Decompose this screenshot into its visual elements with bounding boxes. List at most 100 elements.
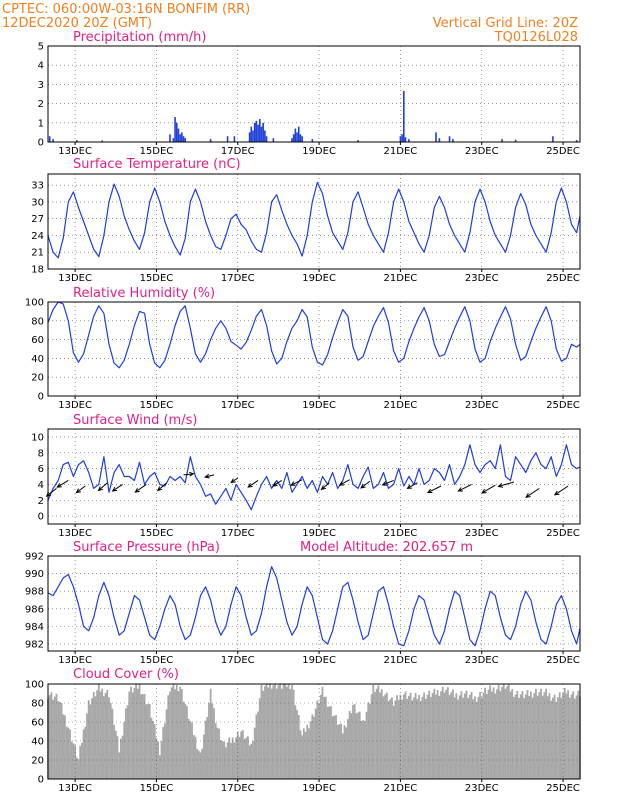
cloud-cover-bar xyxy=(191,722,193,779)
cloud-cover-bar xyxy=(357,712,359,779)
cloud-cover-bar xyxy=(86,713,88,779)
cloud-cover-bar xyxy=(355,713,358,779)
cloud-cover-bar xyxy=(221,741,224,779)
precipitation-bar xyxy=(357,140,359,142)
cloud-cover-bar xyxy=(501,686,503,779)
cloud-cover-bar xyxy=(116,736,119,779)
precipitation-bar xyxy=(255,120,258,142)
wind-arrow xyxy=(381,479,394,486)
cloud-cover-bar xyxy=(182,701,185,779)
wind-arrow xyxy=(204,473,215,479)
pressure-y-tick-label: 992 xyxy=(25,552,44,563)
wind-line-layer xyxy=(47,444,581,511)
cloud-cover-bar xyxy=(250,743,253,779)
cloud-cover-y-tick-label: 20 xyxy=(31,756,44,767)
cloud-cover-bar xyxy=(518,697,520,779)
cloud-cover-bar xyxy=(64,715,66,779)
cloud-cover-bar xyxy=(143,693,146,779)
cloud-cover-bar xyxy=(184,703,187,779)
humidity-frame xyxy=(47,301,581,397)
cloud-cover-bar xyxy=(150,717,153,779)
wind-arrow xyxy=(97,482,108,492)
cloud-cover-bar xyxy=(284,684,287,779)
cloud-cover-bar xyxy=(436,690,439,779)
precipitation-x-tick-label: 23DEC xyxy=(465,146,499,157)
cloud-cover-bar xyxy=(311,714,314,779)
cloud-cover-bar xyxy=(362,720,365,779)
cloud-cover-bar xyxy=(379,692,381,779)
pressure-x-tick-label: 23DEC xyxy=(465,655,499,666)
cloud-cover-bar xyxy=(123,722,126,779)
precipitation-bar xyxy=(311,139,314,142)
precipitation-panel: Precipitation (mm/h) 0 1 2 3 4 5 13DEC 15DEC 17… xyxy=(38,30,581,157)
cloud-cover-bar xyxy=(418,694,420,779)
cloud-cover-bar xyxy=(511,689,514,779)
temperature-y-tick-label: 24 xyxy=(31,231,44,242)
cloud-cover-bar xyxy=(128,691,131,779)
precipitation-y-tick-label: 4 xyxy=(38,61,44,72)
cloud-cover-bar xyxy=(531,697,534,779)
cloud-cover-y-tick-label: 0 xyxy=(38,775,44,786)
cloud-cover-bar xyxy=(345,727,348,779)
cloud-cover-bar xyxy=(79,745,82,779)
humidity-y-tick-label: 20 xyxy=(31,373,44,384)
temperature-frame xyxy=(47,173,581,270)
pressure-y-tick-label: 986 xyxy=(25,604,44,615)
cloud-cover-x-tick-label: 21DEC xyxy=(384,783,418,794)
cloud-cover-bar xyxy=(333,715,336,779)
wind-x-tick-label: 13DEC xyxy=(58,528,92,539)
cloud-cover-bar xyxy=(409,692,412,779)
cloud-cover-bar xyxy=(346,719,349,779)
precipitation-bar xyxy=(48,136,51,142)
cloud-cover-bar xyxy=(194,736,197,779)
precipitation-bar xyxy=(262,122,264,142)
cloud-cover-bar xyxy=(216,727,219,779)
cloud-cover-bar xyxy=(496,689,498,779)
cloud-cover-bar xyxy=(392,705,395,779)
cloud-cover-bar xyxy=(99,691,102,779)
cloud-cover-bar xyxy=(467,697,470,779)
wind-arrows xyxy=(45,471,569,498)
cloud-cover-bar xyxy=(374,692,376,779)
wind-arrow xyxy=(56,480,69,488)
humidity-panel: Relative Humidity (%) 0 20 40 60 80 100 13DEC… xyxy=(25,286,581,411)
cloud-cover-bar xyxy=(428,690,431,779)
precipitation-bar xyxy=(438,138,441,142)
cloud-cover-bar xyxy=(269,684,271,779)
wind-y-tick-label: 6 xyxy=(38,464,44,475)
pressure-y-tick-label: 982 xyxy=(25,639,44,650)
cloud-cover-bar xyxy=(526,690,529,779)
cloud-cover-bar xyxy=(553,694,556,779)
header-grid-line: Vertical Grid Line: 20Z xyxy=(433,16,578,31)
cloud-cover-bar xyxy=(321,686,324,779)
precipitation-y-ticks: 0 1 2 3 4 5 xyxy=(38,42,44,149)
precipitation-bar xyxy=(182,136,185,142)
precipitation-y-tick-label: 3 xyxy=(38,80,44,91)
cloud-cover-bar xyxy=(135,684,138,779)
cloud-cover-bar xyxy=(396,695,398,779)
cloud-cover-bar xyxy=(243,739,246,779)
cloud-cover-bar xyxy=(138,684,141,779)
cloud-cover-bar xyxy=(228,737,231,779)
precipitation-bar xyxy=(264,130,266,142)
cloud-cover-bar xyxy=(502,684,505,779)
cloud-cover-y-tick-label: 100 xyxy=(25,680,44,691)
cloud-cover-bar xyxy=(377,685,380,779)
cloud-cover-bar xyxy=(218,728,221,779)
cloud-cover-bar xyxy=(431,692,434,779)
cloud-cover-bar xyxy=(575,695,578,779)
precipitation-bar xyxy=(172,138,175,142)
cloud-cover-bar xyxy=(445,689,448,779)
cloud-cover-bar xyxy=(189,721,192,779)
cloud-cover-bar xyxy=(111,708,114,779)
cloud-cover-bar xyxy=(369,703,371,779)
wind-x-tick-label: 21DEC xyxy=(384,528,418,539)
wind-x-tick-label: 25DEC xyxy=(546,528,580,539)
pressure-y-tick-label: 990 xyxy=(25,569,44,580)
wind-panel: Surface Wind (m/s) 0 2 4 6 8 10 13DEC 15DEC 17D… xyxy=(31,413,581,539)
precipitation-bar xyxy=(179,134,181,142)
wind-arrow xyxy=(497,481,515,488)
cloud-cover-bar xyxy=(141,694,144,779)
cloud-cover-bar xyxy=(529,691,532,779)
